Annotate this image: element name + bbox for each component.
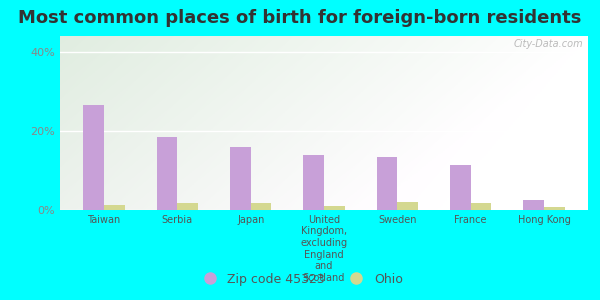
Text: City-Data.com: City-Data.com [513,40,583,50]
Bar [104,205,125,210]
Bar [470,203,491,210]
Bar [304,155,324,210]
Bar [397,202,418,210]
Legend: Zip code 45323, Ohio: Zip code 45323, Ohio [193,268,407,291]
Bar [544,207,565,210]
Bar [251,203,271,210]
Bar [157,137,178,210]
Text: Most common places of birth for foreign-born residents: Most common places of birth for foreign-… [19,9,581,27]
Bar [178,203,198,210]
Bar [83,105,104,210]
Bar [324,206,344,210]
Bar [450,164,470,210]
Bar [523,200,544,210]
Bar [230,147,251,210]
Bar [377,157,397,210]
